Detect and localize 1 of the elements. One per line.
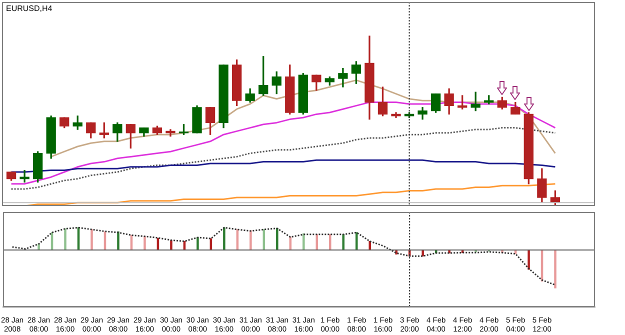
- chart-title: EURUSD,H4: [6, 4, 53, 14]
